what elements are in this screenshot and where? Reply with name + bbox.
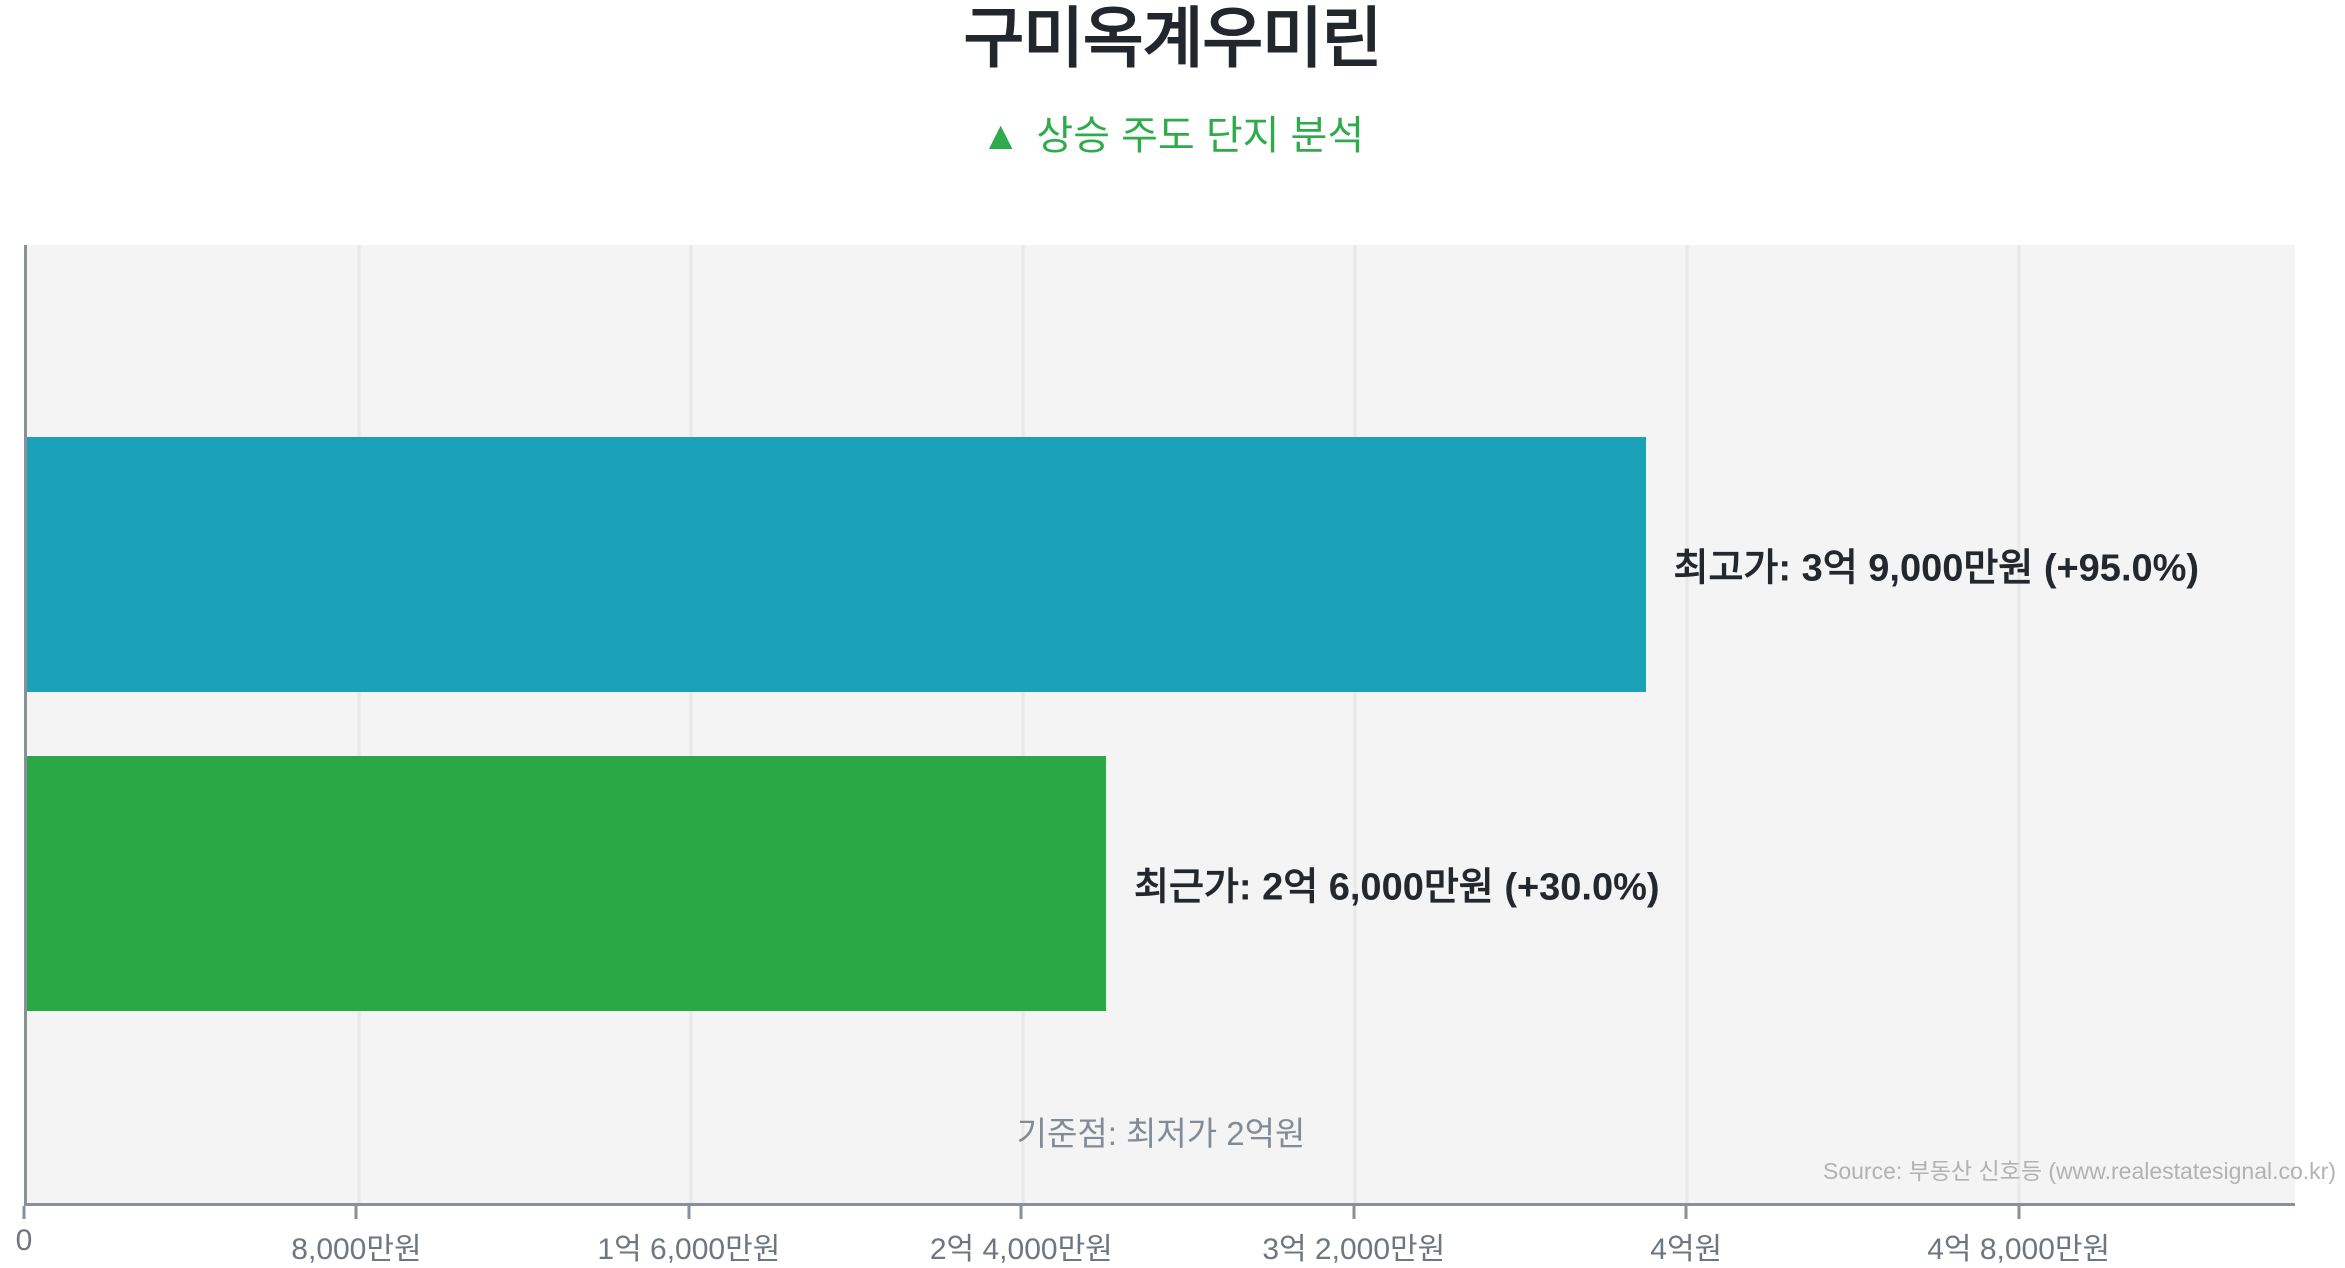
- x-tick-mark: [22, 1206, 26, 1219]
- source-credit: Source: 부동산 신호등 (www.realestatesignal.co…: [1823, 1158, 2336, 1184]
- up-triangle-icon: ▲: [980, 114, 1021, 158]
- x-tick-label: 4억 8,000만원: [1927, 1233, 2111, 1266]
- x-tick-mark: [687, 1206, 691, 1219]
- bar-value-label: 최고가: 3억 9,000만원 (+95.0%): [1673, 547, 2200, 590]
- gridline: [1353, 245, 1357, 1203]
- x-tick-label: 8,000만원: [291, 1233, 422, 1266]
- x-axis: 0 8,000만원 1억 6,000만원 2억 4,000만원 3억 2,000만원 4억…: [16, 1206, 2295, 1268]
- gridline: [1021, 245, 1025, 1203]
- x-tick-label: 1억 6,000만원: [597, 1233, 781, 1266]
- x-tick-label: 0: [15, 1224, 33, 1257]
- x-tick-mark: [1352, 1206, 1356, 1219]
- gridline: [689, 245, 693, 1203]
- gridline: [357, 245, 361, 1203]
- bar-value-label: 최근가: 2억 6,000만원 (+30.0%): [1134, 866, 1660, 909]
- chart-subtitle: ▲ 상승 주도 단지 분석: [0, 112, 2345, 160]
- page-title: 구미옥계우미린: [963, 1, 1382, 75]
- x-tick-label: 4억원: [1650, 1233, 1723, 1266]
- gridline: [1685, 245, 1689, 1203]
- bar-high-price: [27, 437, 1646, 692]
- x-tick-label: 2억 4,000만원: [929, 1233, 1113, 1266]
- plot-area: 최고가: 3억 9,000만원 (+95.0%) 최근가: 2억 6,000만원 …: [24, 245, 2295, 1206]
- gridline: [2017, 245, 2021, 1203]
- baseline-annotation: 기준점: 최저가 2억원: [1016, 1115, 1306, 1153]
- x-tick-mark: [2017, 1206, 2021, 1219]
- subtitle-text: 상승 주도 단지 분석: [1036, 114, 1365, 158]
- x-tick-mark: [1684, 1206, 1688, 1219]
- x-tick-mark: [354, 1206, 358, 1219]
- bar-recent-price: [27, 756, 1106, 1011]
- x-tick-label: 3억 2,000만원: [1262, 1233, 1446, 1266]
- x-tick-mark: [1019, 1206, 1023, 1219]
